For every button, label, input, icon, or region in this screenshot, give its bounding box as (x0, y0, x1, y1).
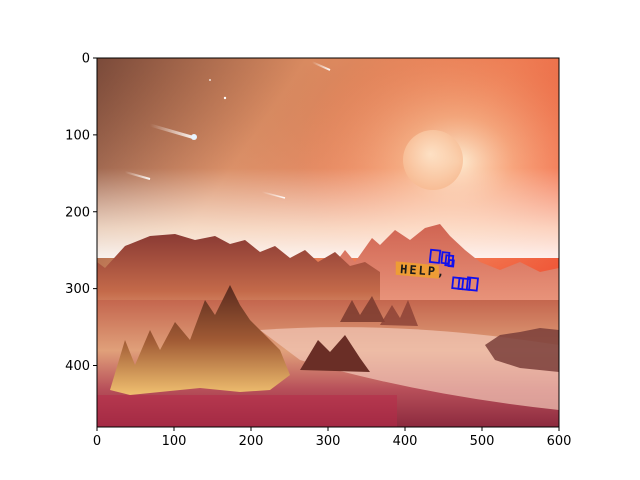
detection-boxes (428, 248, 479, 292)
x-tick-label: 200 (239, 434, 264, 449)
detection-box (465, 276, 479, 292)
y-tick-label: 400 (65, 359, 90, 374)
planet (403, 130, 463, 190)
x-tick-label: 100 (162, 434, 187, 449)
scene-image (97, 58, 559, 427)
text-annotation: HELP, (395, 261, 447, 279)
foreground-rocks (110, 285, 290, 395)
meteor (148, 123, 197, 140)
red-foreground (97, 395, 397, 427)
meteor (124, 171, 151, 180)
y-axis: 0 100 200 300 400 (65, 52, 97, 374)
text-annotation-bg (395, 261, 439, 279)
meteor (311, 61, 331, 71)
far-mountains (330, 224, 559, 320)
meteor-head (191, 134, 197, 140)
text-annotation-label: HELP, (400, 262, 447, 279)
x-tick-label: 600 (547, 434, 572, 449)
y-tick-label: 300 (65, 282, 90, 297)
detection-box (447, 258, 455, 268)
star (209, 79, 211, 81)
distant-spires (380, 300, 418, 326)
detection-box (457, 277, 472, 291)
horizon-haze (97, 58, 559, 258)
x-tick-label: 300 (316, 434, 341, 449)
right-rocks (485, 328, 559, 372)
y-tick-label: 0 (82, 52, 90, 67)
x-tick-label: 0 (93, 434, 101, 449)
midground-rocks (340, 296, 385, 322)
x-tick-label: 400 (393, 434, 418, 449)
midground-rocks (300, 335, 370, 372)
detection-box (428, 248, 442, 264)
x-axis: 0 100 200 300 400 500 600 (93, 427, 572, 449)
y-tick-label: 200 (65, 205, 90, 220)
y-tick-label: 100 (65, 128, 90, 143)
star (223, 96, 227, 100)
meteors (124, 61, 331, 199)
detection-box (451, 276, 465, 291)
x-tick-label: 500 (470, 434, 495, 449)
meteor (261, 191, 286, 199)
